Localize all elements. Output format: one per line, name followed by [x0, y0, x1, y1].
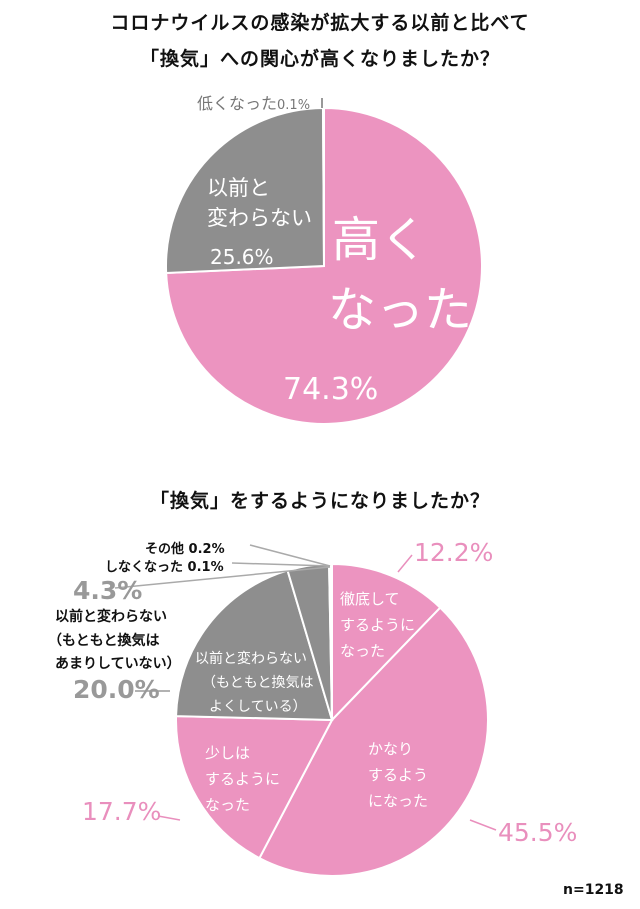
value-often: 20.0% — [73, 675, 160, 704]
sample-size: n=1218 — [563, 882, 624, 898]
label-often-l2: （もともと換気は — [202, 675, 314, 691]
label-thorough-l1: 徹底して — [340, 590, 400, 608]
label-thorough-l2: するように — [340, 616, 416, 634]
label-much-l2: するよう — [368, 766, 429, 784]
label-rarely-l1: 以前と変わらない — [55, 609, 167, 625]
label-rarely-l3: あまりしていない） — [55, 656, 181, 672]
chart1-title-line1: コロナウイルスの感染が拡大する以前と比べて — [110, 12, 530, 34]
value-higher: 74.3% — [283, 372, 379, 407]
label-little-l1: 少しは — [205, 744, 251, 762]
pie2-slice-3 — [175, 569, 334, 722]
label-often-l3: よくしている） — [209, 699, 307, 715]
leader-line-3 — [114, 566, 331, 589]
label-much-l1: かなり — [368, 740, 414, 758]
leader-line-2 — [231, 562, 331, 567]
label-unchanged-l2: 変わらない — [207, 206, 312, 230]
label-lower: 低くなった0.1% — [197, 94, 311, 113]
pie2-slice-6 — [329, 562, 333, 721]
value-much: 45.5% — [498, 818, 578, 847]
pie2-slice-2 — [175, 715, 334, 860]
label-little-l2: するように — [205, 770, 281, 788]
pie1-slice-2 — [322, 106, 325, 267]
label-stopped: しなくなった 0.1% — [105, 560, 224, 575]
label-little-l3: なった — [205, 796, 251, 814]
label-higher-l1: 高く — [332, 212, 429, 268]
chart2-title: 「換気」をするようになりましたか？ — [149, 490, 490, 512]
value-rarely: 4.3% — [73, 576, 143, 605]
chart1-title-line2: 「換気」への関心が高くなりましたか？ — [139, 48, 500, 70]
leader-line-1 — [249, 544, 331, 567]
label-thorough-l3: なった — [340, 642, 386, 660]
label-much-l3: になった — [368, 792, 429, 810]
value-unchanged: 25.6% — [210, 245, 274, 269]
label-higher-l2: なった — [328, 282, 473, 338]
leader-line-6 — [469, 819, 497, 831]
pie2-slice-0 — [331, 562, 442, 723]
label-rarely-l2: （もともと換気は — [48, 633, 160, 649]
label-unchanged-l1: 以前と — [207, 176, 270, 200]
pie2-slice-1 — [258, 606, 489, 877]
label-often-l1: 以前と変わらない — [195, 651, 307, 667]
label-other: その他 0.2% — [145, 542, 225, 557]
leader-line-5 — [397, 554, 413, 573]
value-little: 17.7% — [82, 797, 162, 826]
pie1-slice-1 — [165, 106, 326, 274]
value-thorough: 12.2% — [414, 538, 494, 567]
leader-line-7 — [157, 815, 181, 821]
